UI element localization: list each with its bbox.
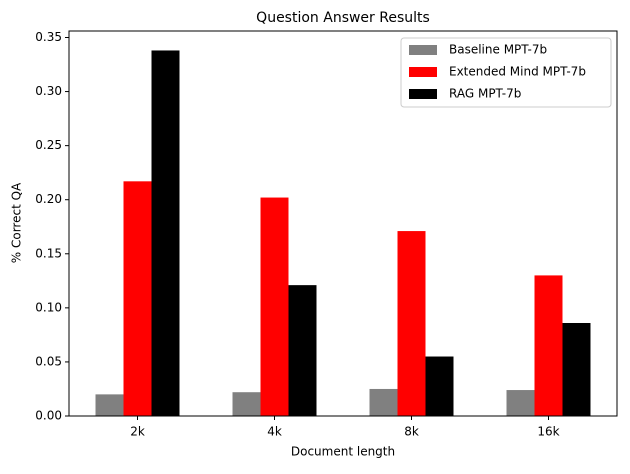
legend-label: Extended Mind MPT-7b	[449, 65, 586, 79]
legend-swatch	[409, 89, 437, 99]
x-tick-label: 4k	[267, 425, 282, 439]
y-axis-label: % Correct QA	[10, 182, 24, 263]
x-tick-label: 2k	[130, 425, 145, 439]
y-tick-label: 0.20	[35, 192, 62, 206]
bar	[95, 394, 124, 416]
bar	[425, 356, 454, 416]
bar	[534, 275, 563, 416]
bar	[397, 231, 426, 416]
legend-label: RAG MPT-7b	[449, 87, 521, 101]
legend-swatch	[409, 67, 437, 77]
bar	[369, 388, 398, 416]
chart-title: Question Answer Results	[256, 10, 430, 26]
y-tick-label: 0.35	[35, 30, 62, 44]
bar	[232, 392, 261, 416]
y-tick-label: 0.30	[35, 84, 62, 98]
x-axis-label: Document length	[291, 445, 395, 459]
y-tick-label: 0.25	[35, 138, 62, 152]
y-tick-label: 0.05	[35, 354, 62, 368]
bar	[506, 390, 535, 416]
bar	[151, 50, 180, 416]
x-tick-label: 8k	[404, 425, 419, 439]
bar	[562, 322, 591, 416]
bar	[288, 285, 317, 416]
legend-label: Baseline MPT-7b	[449, 43, 547, 57]
plot-frame	[68, 30, 618, 417]
bar	[123, 181, 152, 416]
legend-swatch	[409, 45, 437, 55]
y-tick-label: 0.15	[35, 246, 62, 260]
legend-box	[400, 37, 612, 108]
y-tick-label: 0.00	[35, 409, 62, 423]
bar	[260, 197, 289, 416]
y-tick-label: 0.10	[35, 300, 62, 314]
x-tick-label: 16k	[537, 425, 559, 439]
